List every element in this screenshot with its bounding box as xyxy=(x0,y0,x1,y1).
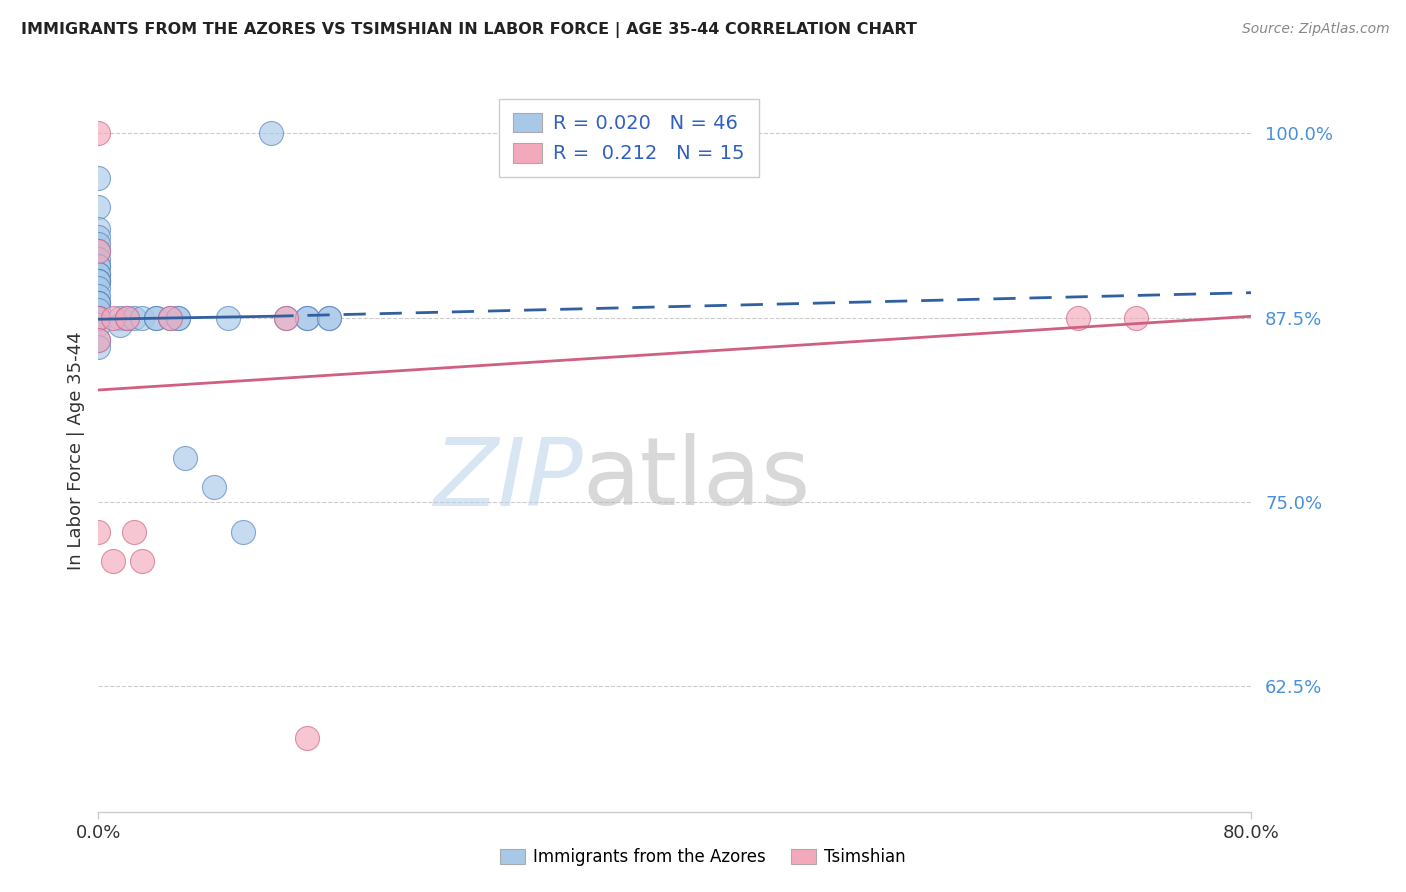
Point xyxy=(87,310,110,325)
Point xyxy=(87,274,110,288)
Point xyxy=(166,310,188,325)
Point xyxy=(159,310,181,325)
Point xyxy=(145,310,167,325)
Point xyxy=(274,310,297,325)
Point xyxy=(131,554,153,568)
Point xyxy=(87,170,110,185)
Point xyxy=(124,524,146,539)
Point xyxy=(87,267,110,281)
Text: IMMIGRANTS FROM THE AZORES VS TSIMSHIAN IN LABOR FORCE | AGE 35-44 CORRELATION C: IMMIGRANTS FROM THE AZORES VS TSIMSHIAN … xyxy=(21,22,917,38)
Point xyxy=(87,274,110,288)
Point xyxy=(87,244,110,259)
Point xyxy=(1125,310,1147,325)
Point xyxy=(87,222,110,236)
Point xyxy=(87,310,110,325)
Point xyxy=(117,310,139,325)
Point xyxy=(87,296,110,310)
Point xyxy=(87,318,110,332)
Text: Source: ZipAtlas.com: Source: ZipAtlas.com xyxy=(1241,22,1389,37)
Point xyxy=(231,524,254,539)
Point xyxy=(87,127,110,141)
Point xyxy=(87,340,110,354)
Point xyxy=(145,310,167,325)
Point xyxy=(101,310,124,325)
Point xyxy=(87,524,110,539)
Point xyxy=(166,310,188,325)
Point xyxy=(87,200,110,214)
Point xyxy=(87,333,110,347)
Point xyxy=(87,281,110,295)
Point xyxy=(87,244,110,259)
Point xyxy=(174,450,197,465)
Point xyxy=(108,318,131,332)
Point xyxy=(87,288,110,302)
Point xyxy=(87,296,110,310)
Point xyxy=(274,310,297,325)
Point xyxy=(217,310,239,325)
Point xyxy=(101,554,124,568)
Point xyxy=(87,229,110,244)
Point xyxy=(87,274,110,288)
Point xyxy=(260,127,283,141)
Point xyxy=(87,303,110,318)
Point xyxy=(318,310,340,325)
Point xyxy=(87,310,110,325)
Point xyxy=(131,310,153,325)
Point xyxy=(87,333,110,347)
Point xyxy=(87,267,110,281)
Point xyxy=(87,259,110,273)
Point xyxy=(202,480,225,494)
Point xyxy=(87,259,110,273)
Point xyxy=(87,310,110,325)
Point xyxy=(87,296,110,310)
Point xyxy=(297,310,319,325)
Point xyxy=(117,310,139,325)
Point xyxy=(87,237,110,252)
Text: ZIP: ZIP xyxy=(433,434,582,524)
Point xyxy=(1067,310,1090,325)
Point xyxy=(124,310,146,325)
Point xyxy=(87,252,110,266)
Point xyxy=(159,310,181,325)
Text: atlas: atlas xyxy=(582,434,811,525)
Point xyxy=(297,310,319,325)
Legend: Immigrants from the Azores, Tsimshian: Immigrants from the Azores, Tsimshian xyxy=(492,840,914,875)
Y-axis label: In Labor Force | Age 35-44: In Labor Force | Age 35-44 xyxy=(66,331,84,570)
Point xyxy=(297,731,319,745)
Point xyxy=(108,310,131,325)
Legend: R = 0.020   N = 46, R =  0.212   N = 15: R = 0.020 N = 46, R = 0.212 N = 15 xyxy=(499,99,759,177)
Point xyxy=(318,310,340,325)
